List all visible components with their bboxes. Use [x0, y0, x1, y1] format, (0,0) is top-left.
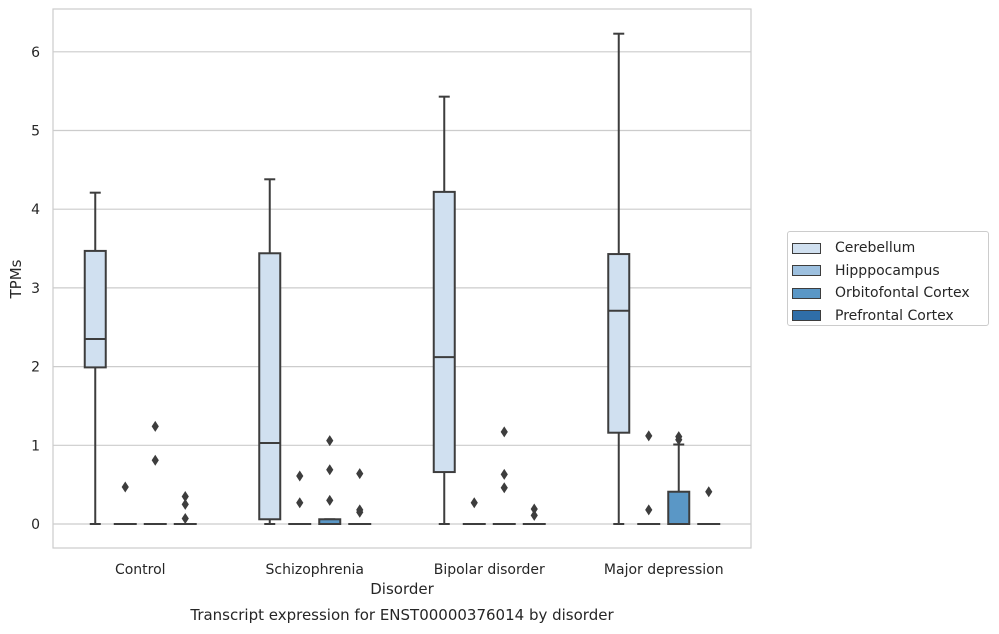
x-tick-label: Bipolar disorder [434, 562, 545, 578]
box [667, 490, 691, 525]
outlier-point [500, 468, 508, 480]
box [258, 252, 282, 521]
x-tick-label: Control [115, 562, 166, 578]
y-tick-label: 1 [31, 438, 40, 454]
y-tick-label: 6 [31, 45, 40, 61]
outlier-point [356, 468, 364, 480]
outlier-point [181, 498, 189, 510]
legend-label: Hipppocampus [835, 262, 940, 279]
outlier-point [181, 512, 189, 524]
series-orbitofontal-cortex [143, 420, 691, 526]
series-cerebellum [83, 32, 631, 525]
outlier-point [356, 504, 364, 516]
legend-swatch [792, 287, 821, 299]
box [83, 249, 107, 369]
legend-item: Prefrontal Cortex [792, 305, 988, 328]
legend-item: Hipppocampus [792, 260, 988, 283]
legend-item: Orbitofontal Cortex [792, 282, 988, 305]
legend-label: Orbitofontal Cortex [835, 285, 970, 302]
outlier-point [705, 486, 713, 498]
y-axis-ticks: 0 1 2 3 4 5 6 [31, 45, 40, 533]
series-prefrontal-cortex [173, 468, 721, 526]
outlier-point [326, 435, 334, 447]
y-tick-label: 0 [31, 517, 40, 533]
outlier-point [326, 464, 334, 476]
outlier-point [470, 497, 478, 509]
outlier-point [151, 454, 159, 466]
x-axis-label: Disorder [370, 580, 434, 598]
legend-swatch [792, 310, 821, 322]
box [607, 253, 631, 434]
outlier-point [645, 430, 653, 442]
legend-swatch [792, 242, 821, 254]
outlier-point [151, 420, 159, 432]
box [432, 190, 456, 474]
legend-item: Cerebellum [792, 237, 988, 260]
box-series [83, 32, 721, 526]
legend-swatch [792, 265, 821, 277]
outlier-point [296, 470, 304, 482]
outlier-point [530, 509, 538, 521]
grid-lines [53, 51, 751, 525]
legend-label: Prefrontal Cortex [835, 307, 954, 324]
y-tick-label: 4 [31, 202, 40, 218]
y-axis-label: TPMs [7, 259, 25, 299]
chart-caption: Transcript expression for ENST0000037601… [190, 606, 614, 624]
y-tick-label: 5 [31, 124, 40, 140]
outlier-point [645, 504, 653, 516]
outlier-point [121, 481, 129, 493]
plot-area-frame [52, 8, 752, 549]
outlier-point [500, 482, 508, 494]
outlier-point [181, 490, 189, 502]
outlier-point [500, 426, 508, 438]
series-hipppocampus [113, 430, 661, 526]
x-tick-label: Major depression [604, 562, 724, 578]
y-tick-label: 3 [31, 281, 40, 297]
outlier-point [675, 431, 683, 443]
x-axis-ticks: Control Schizophrenia Bipolar disorder Majo… [115, 562, 724, 578]
legend-label: Cerebellum [835, 240, 916, 257]
outlier-point [296, 497, 304, 509]
outlier-point [326, 494, 334, 506]
outlier-point [530, 503, 538, 515]
x-tick-label: Schizophrenia [266, 562, 364, 578]
legend: Cerebellum Hipppocampus Orbitofontal Cor… [787, 231, 989, 326]
y-tick-label: 2 [31, 360, 40, 376]
